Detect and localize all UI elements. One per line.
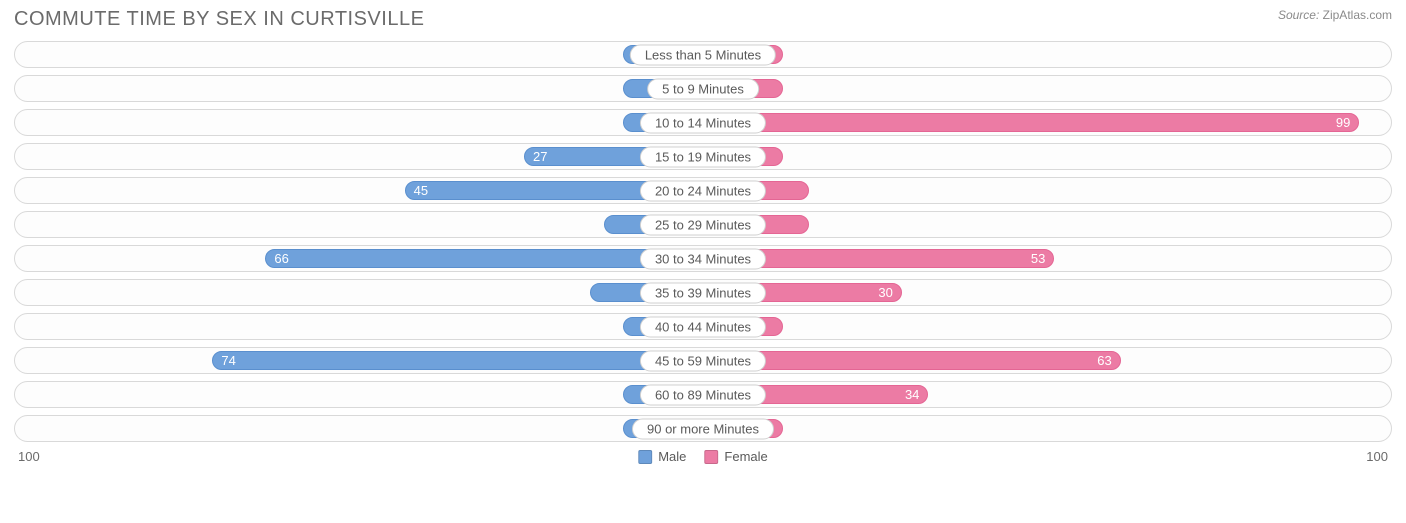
category-label: 60 to 89 Minutes — [640, 384, 766, 405]
value-male: 45 — [414, 183, 428, 198]
value-male: 27 — [533, 149, 547, 164]
chart-row: 151625 to 29 Minutes — [14, 211, 1392, 238]
value-male: 74 — [221, 353, 235, 368]
category-label: 90 or more Minutes — [632, 418, 774, 439]
source-value: ZipAtlas.com — [1323, 8, 1392, 22]
chart-row: 74 63 45 to 59 Minutes — [14, 347, 1392, 374]
legend: Male Female — [638, 449, 768, 464]
category-label: 35 to 39 Minutes — [640, 282, 766, 303]
legend-label-female: Female — [724, 449, 767, 464]
category-label: 45 to 59 Minutes — [640, 350, 766, 371]
bar-female: 99 — [703, 113, 1359, 132]
legend-swatch-female — [704, 450, 718, 464]
chart-row: 09910 to 14 Minutes — [14, 109, 1392, 136]
bar-male: 74 — [212, 351, 703, 370]
axis-right-max: 100 — [1366, 449, 1388, 464]
category-label: 5 to 9 Minutes — [647, 78, 759, 99]
value-female: 34 — [905, 387, 919, 402]
chart-row: 271115 to 19 Minutes — [14, 143, 1392, 170]
source-label: Source: — [1278, 8, 1319, 22]
value-female: 63 — [1097, 353, 1111, 368]
legend-item-male: Male — [638, 449, 686, 464]
chart-title: COMMUTE TIME BY SEX IN CURTISVILLE — [14, 8, 424, 31]
commute-time-chart: 00Less than 5 Minutes005 to 9 Minutes099… — [14, 41, 1392, 442]
value-female: 99 — [1336, 115, 1350, 130]
chart-row: 7090 or more Minutes — [14, 415, 1392, 442]
category-label: 25 to 29 Minutes — [640, 214, 766, 235]
category-label: 20 to 24 Minutes — [640, 180, 766, 201]
category-label: Less than 5 Minutes — [630, 44, 776, 65]
chart-row: 173035 to 39 Minutes — [14, 279, 1392, 306]
axis-left-max: 100 — [18, 449, 40, 464]
legend-swatch-male — [638, 450, 652, 464]
category-label: 40 to 44 Minutes — [640, 316, 766, 337]
category-label: 15 to 19 Minutes — [640, 146, 766, 167]
chart-row: 451620 to 24 Minutes — [14, 177, 1392, 204]
source-attribution: Source: ZipAtlas.com — [1278, 8, 1392, 22]
value-male: 66 — [274, 251, 288, 266]
bar-male: 66 — [265, 249, 703, 268]
value-female: 53 — [1031, 251, 1045, 266]
legend-label-male: Male — [658, 449, 686, 464]
chart-row: 66 53 30 to 34 Minutes — [14, 245, 1392, 272]
chart-row: 10040 to 44 Minutes — [14, 313, 1392, 340]
category-label: 10 to 14 Minutes — [640, 112, 766, 133]
chart-row: 00Less than 5 Minutes — [14, 41, 1392, 68]
category-label: 30 to 34 Minutes — [640, 248, 766, 269]
chart-row: 03460 to 89 Minutes — [14, 381, 1392, 408]
value-female: 30 — [878, 285, 892, 300]
chart-row: 005 to 9 Minutes — [14, 75, 1392, 102]
legend-item-female: Female — [704, 449, 767, 464]
axis-labels: 100 Male Female 100 — [14, 449, 1392, 464]
